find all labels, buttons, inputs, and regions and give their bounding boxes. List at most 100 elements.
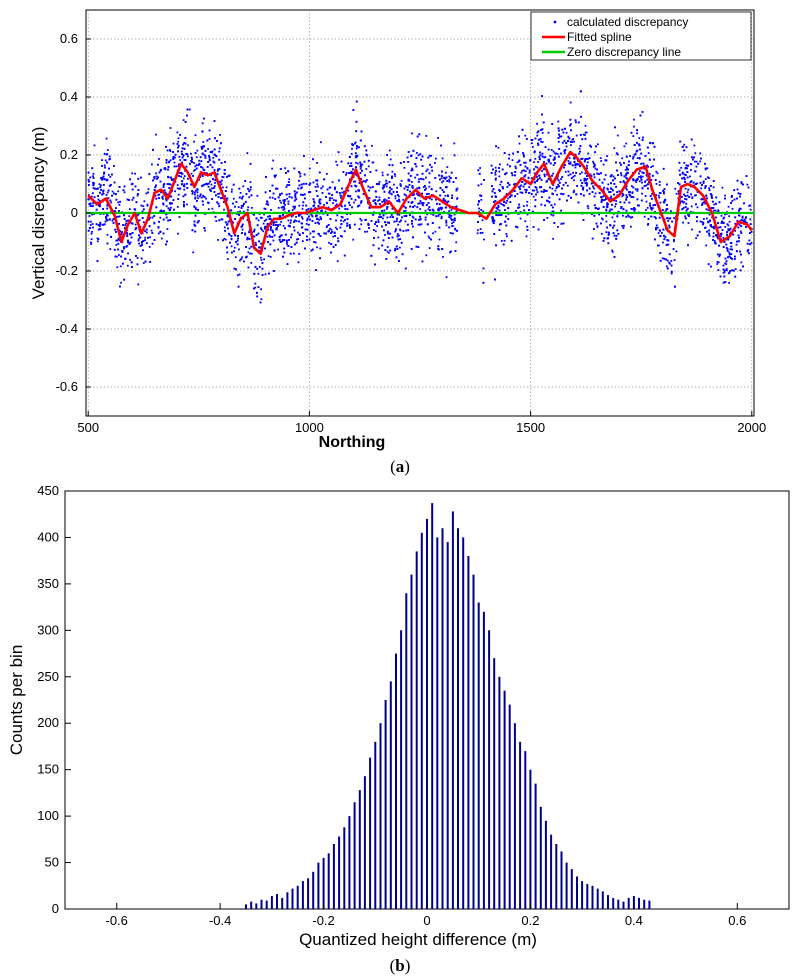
scatter-point: [298, 184, 301, 187]
scatter-point: [270, 209, 272, 211]
scatter-point: [228, 232, 230, 235]
scatter-point: [550, 149, 553, 151]
scatter-point: [453, 154, 456, 157]
scatter-point: [634, 152, 637, 155]
scatter-point: [181, 153, 183, 155]
scatter-point: [149, 261, 152, 263]
scatter-point: [226, 258, 229, 260]
scatter-point: [564, 181, 567, 184]
scatter-point: [344, 208, 347, 210]
scatter-point: [694, 194, 697, 197]
scatter-point: [142, 240, 145, 242]
scatter-point: [652, 204, 655, 207]
scatter-point: [503, 152, 506, 154]
scatter-point: [275, 174, 277, 177]
scatter-point: [169, 127, 172, 129]
scatter-point: [311, 248, 314, 251]
scatter-point: [201, 166, 204, 169]
scatter-point: [528, 171, 531, 174]
scatter-point: [350, 197, 353, 200]
scatter-point: [294, 243, 296, 246]
scatter-point: [120, 255, 122, 258]
scatter-point: [699, 152, 702, 155]
scatter-point: [444, 206, 447, 209]
scatter-point: [725, 260, 728, 263]
scatter-point: [202, 141, 205, 143]
scatter-point: [176, 143, 179, 145]
scatter-point: [103, 223, 106, 226]
scatter-point: [604, 174, 607, 176]
scatter-point: [632, 186, 635, 189]
scatter-point: [147, 188, 150, 190]
scatter-point: [417, 180, 420, 183]
scatter-point: [187, 177, 189, 180]
scatter-point: [614, 205, 616, 208]
scatter-point: [218, 150, 221, 153]
scatter-point: [191, 161, 193, 163]
scatter-point: [570, 144, 572, 146]
scatter-point: [448, 216, 451, 218]
scatter-point: [318, 222, 320, 225]
scatter-point: [286, 241, 288, 244]
scatter-point: [476, 232, 479, 235]
scatter-point: [280, 234, 283, 237]
scatter-point: [596, 168, 598, 171]
scatter-point: [655, 194, 658, 197]
scatter-point: [291, 209, 294, 211]
scatter-point: [367, 159, 370, 162]
scatter-point: [258, 240, 260, 243]
scatter-point: [91, 223, 94, 225]
scatter-point: [381, 171, 384, 174]
scatter-point: [719, 226, 722, 229]
scatter-point: [556, 153, 559, 155]
scatter-point: [626, 168, 628, 170]
scatter-point: [407, 229, 410, 232]
scatter-point: [644, 195, 647, 197]
scatter-point: [395, 245, 398, 248]
scatter-point: [477, 221, 479, 223]
scatter-point: [417, 246, 420, 248]
scatter-point: [585, 179, 587, 182]
scatter-point: [573, 140, 575, 143]
scatter-point: [173, 208, 175, 211]
scatter-point: [198, 159, 200, 162]
scatter-point: [536, 166, 539, 169]
scatter-point: [346, 222, 349, 225]
scatter-point: [166, 193, 168, 196]
scatter-point: [701, 204, 703, 206]
scatter-point: [142, 249, 144, 252]
scatter-point: [353, 201, 355, 204]
scatter-point: [670, 260, 673, 262]
scatter-point: [399, 246, 401, 249]
scatter-point: [695, 165, 698, 168]
scatter-point: [500, 240, 503, 242]
scatter-point: [437, 245, 440, 248]
scatter-point: [188, 108, 191, 111]
scatter-point: [101, 177, 104, 180]
scatter-point: [297, 231, 299, 234]
scatter-point: [706, 167, 709, 170]
scatter-point: [137, 189, 140, 191]
scatter-point: [99, 186, 102, 188]
scatter-point: [478, 207, 480, 210]
scatter-point: [707, 209, 710, 212]
scatter-point: [605, 215, 608, 217]
scatter-point: [479, 232, 482, 234]
scatter-point: [320, 187, 323, 190]
scatter-point: [284, 203, 286, 206]
scatter-point: [339, 194, 342, 197]
scatter-point: [104, 159, 107, 162]
scatter-point: [241, 256, 244, 259]
scatter-point: [241, 228, 244, 231]
scatter-point: [454, 228, 457, 231]
scatter-point: [557, 120, 560, 123]
scatter-point: [728, 282, 730, 284]
scatter-point: [354, 141, 357, 144]
scatter-point: [176, 187, 179, 190]
scatter-point: [632, 208, 635, 211]
scatter-point: [290, 219, 292, 222]
scatter-point: [165, 216, 168, 219]
scatter-point: [199, 195, 201, 198]
scatter-point: [633, 154, 636, 156]
scatter-point: [113, 248, 116, 251]
